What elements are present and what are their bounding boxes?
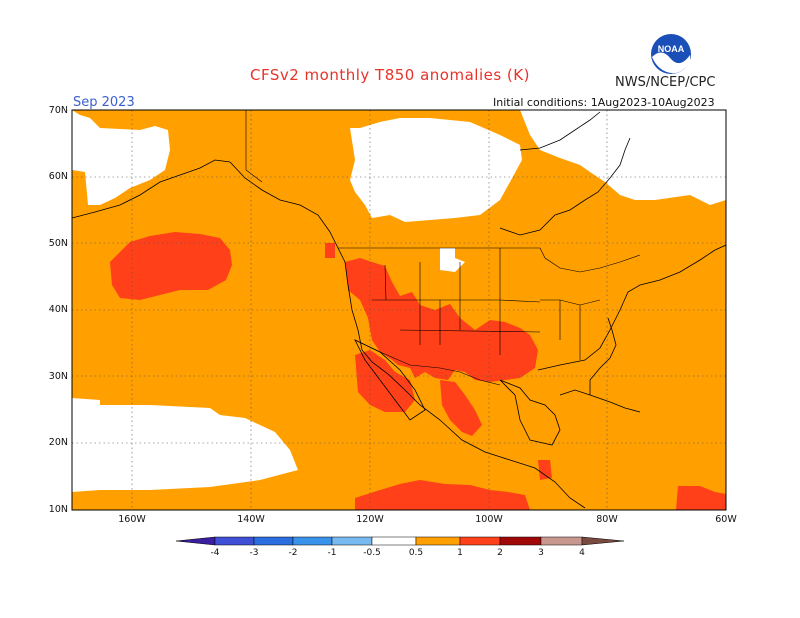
colorbar-seg-lt-4 <box>175 536 216 546</box>
colorbar-seg-1-05 <box>331 536 373 546</box>
colorbar-label: 1 <box>457 548 463 558</box>
lon-label-60w: 60W <box>715 514 737 525</box>
lat-label-10n: 10N <box>48 504 68 515</box>
lon-label-120w: 120W <box>356 514 384 525</box>
colorbar-seg-3-2 <box>253 536 294 546</box>
colorbar-label: 0.5 <box>408 548 424 558</box>
lat-label-40n: 40N <box>48 304 68 315</box>
borders <box>245 110 641 386</box>
colorbar <box>175 536 625 546</box>
colorbar-seg-05-1 <box>415 536 461 546</box>
coastlines <box>72 111 726 509</box>
initial-conditions: Initial conditions: 1Aug2023-10Aug2023 <box>493 96 715 109</box>
colorbar-label: -1 <box>327 548 337 558</box>
lon-label-80w: 80W <box>596 514 618 525</box>
colorbar-label: 2 <box>497 548 503 558</box>
colorbar-seg-4-3 <box>214 536 255 546</box>
colorbar-label: -4 <box>210 548 220 558</box>
colorbar-label: -3 <box>249 548 259 558</box>
colorbar-label: -2 <box>288 548 298 558</box>
graticule <box>72 110 726 510</box>
lat-label-30n: 30N <box>48 371 68 382</box>
lon-label-140w: 140W <box>237 514 265 525</box>
map-title: CFSv2 monthly T850 anomalies (K) <box>250 66 530 84</box>
lon-label-160w: 160W <box>118 514 146 525</box>
colorbar-label: 4 <box>579 548 585 558</box>
noaa-logo: NOAA <box>650 33 692 79</box>
agency-label: NWS/NCEP/CPC <box>615 75 716 90</box>
neutral-regions <box>72 110 726 510</box>
lon-label-100w: 100W <box>475 514 503 525</box>
forecast-month: Sep 2023 <box>73 95 135 110</box>
colorbar-seg-gt-4 <box>581 536 625 546</box>
logo-text: NOAA <box>658 44 685 54</box>
colorbar-seg-neutral <box>371 536 417 546</box>
colorbar-seg-2-1 <box>292 536 333 546</box>
lat-label-50n: 50N <box>48 238 68 249</box>
lat-label-60n: 60N <box>48 171 68 182</box>
colorbar-seg-2-3 <box>499 536 542 546</box>
lat-label-20n: 20N <box>48 437 68 448</box>
colorbar-seg-1-2 <box>459 536 501 546</box>
map-frame <box>71 109 727 511</box>
warm-anomaly-regions <box>110 232 726 510</box>
colorbar-seg-3-4 <box>540 536 583 546</box>
colorbar-label: 3 <box>538 548 544 558</box>
colorbar-label: -0.5 <box>363 548 381 558</box>
lat-label-70n: 70N <box>48 105 68 116</box>
